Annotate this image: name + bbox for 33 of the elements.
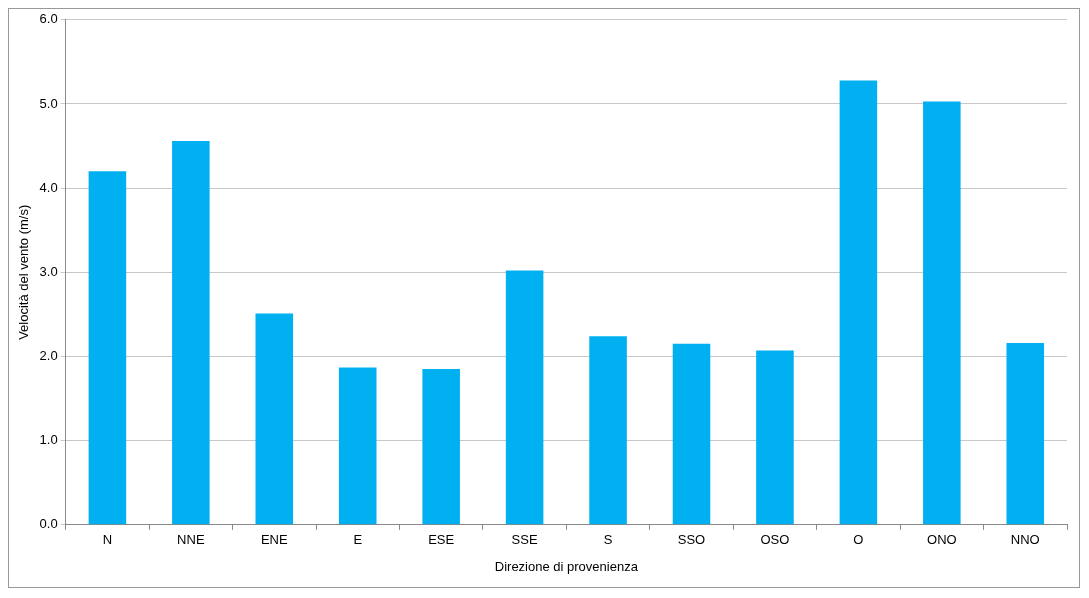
x-tick-label: NNO: [1010, 532, 1040, 548]
x-tick-label: ONO: [927, 532, 957, 548]
bar: [1006, 343, 1045, 525]
bar: [589, 336, 627, 525]
bar: [923, 101, 961, 525]
x-tick-label: S: [603, 532, 613, 548]
x-tick-label: N: [102, 532, 113, 548]
x-tick-label: E: [353, 532, 363, 548]
bar: [756, 350, 794, 525]
bar: [839, 80, 878, 525]
y-tick-label: 1.0: [39, 432, 58, 448]
bar: [255, 313, 294, 525]
bar: [672, 343, 711, 525]
x-tick-label: NNE: [177, 532, 205, 548]
x-tick-label: O: [853, 532, 864, 548]
bar: [422, 369, 460, 525]
x-tick-label: ESE: [428, 532, 455, 548]
x-axis-title: Direzione di provenienza: [494, 558, 639, 574]
y-tick-label: 3.0: [39, 263, 58, 279]
bar: [172, 141, 210, 525]
y-axis-title: Velocità del vento (m/s): [16, 204, 32, 340]
y-tick-label: 2.0: [39, 348, 58, 364]
y-tick-label: 5.0: [39, 95, 58, 111]
x-tick-label: OSO: [760, 532, 790, 548]
x-tick-label: SSE: [511, 532, 538, 548]
bar: [505, 270, 544, 525]
y-tick-label: 6.0: [39, 11, 58, 27]
x-tick-label: ENE: [260, 532, 288, 548]
bar: [88, 171, 127, 525]
y-tick-label: 0.0: [39, 516, 58, 532]
bar: [338, 367, 377, 525]
x-tick-label: SSO: [677, 532, 706, 548]
y-tick-label: 4.0: [39, 179, 58, 195]
